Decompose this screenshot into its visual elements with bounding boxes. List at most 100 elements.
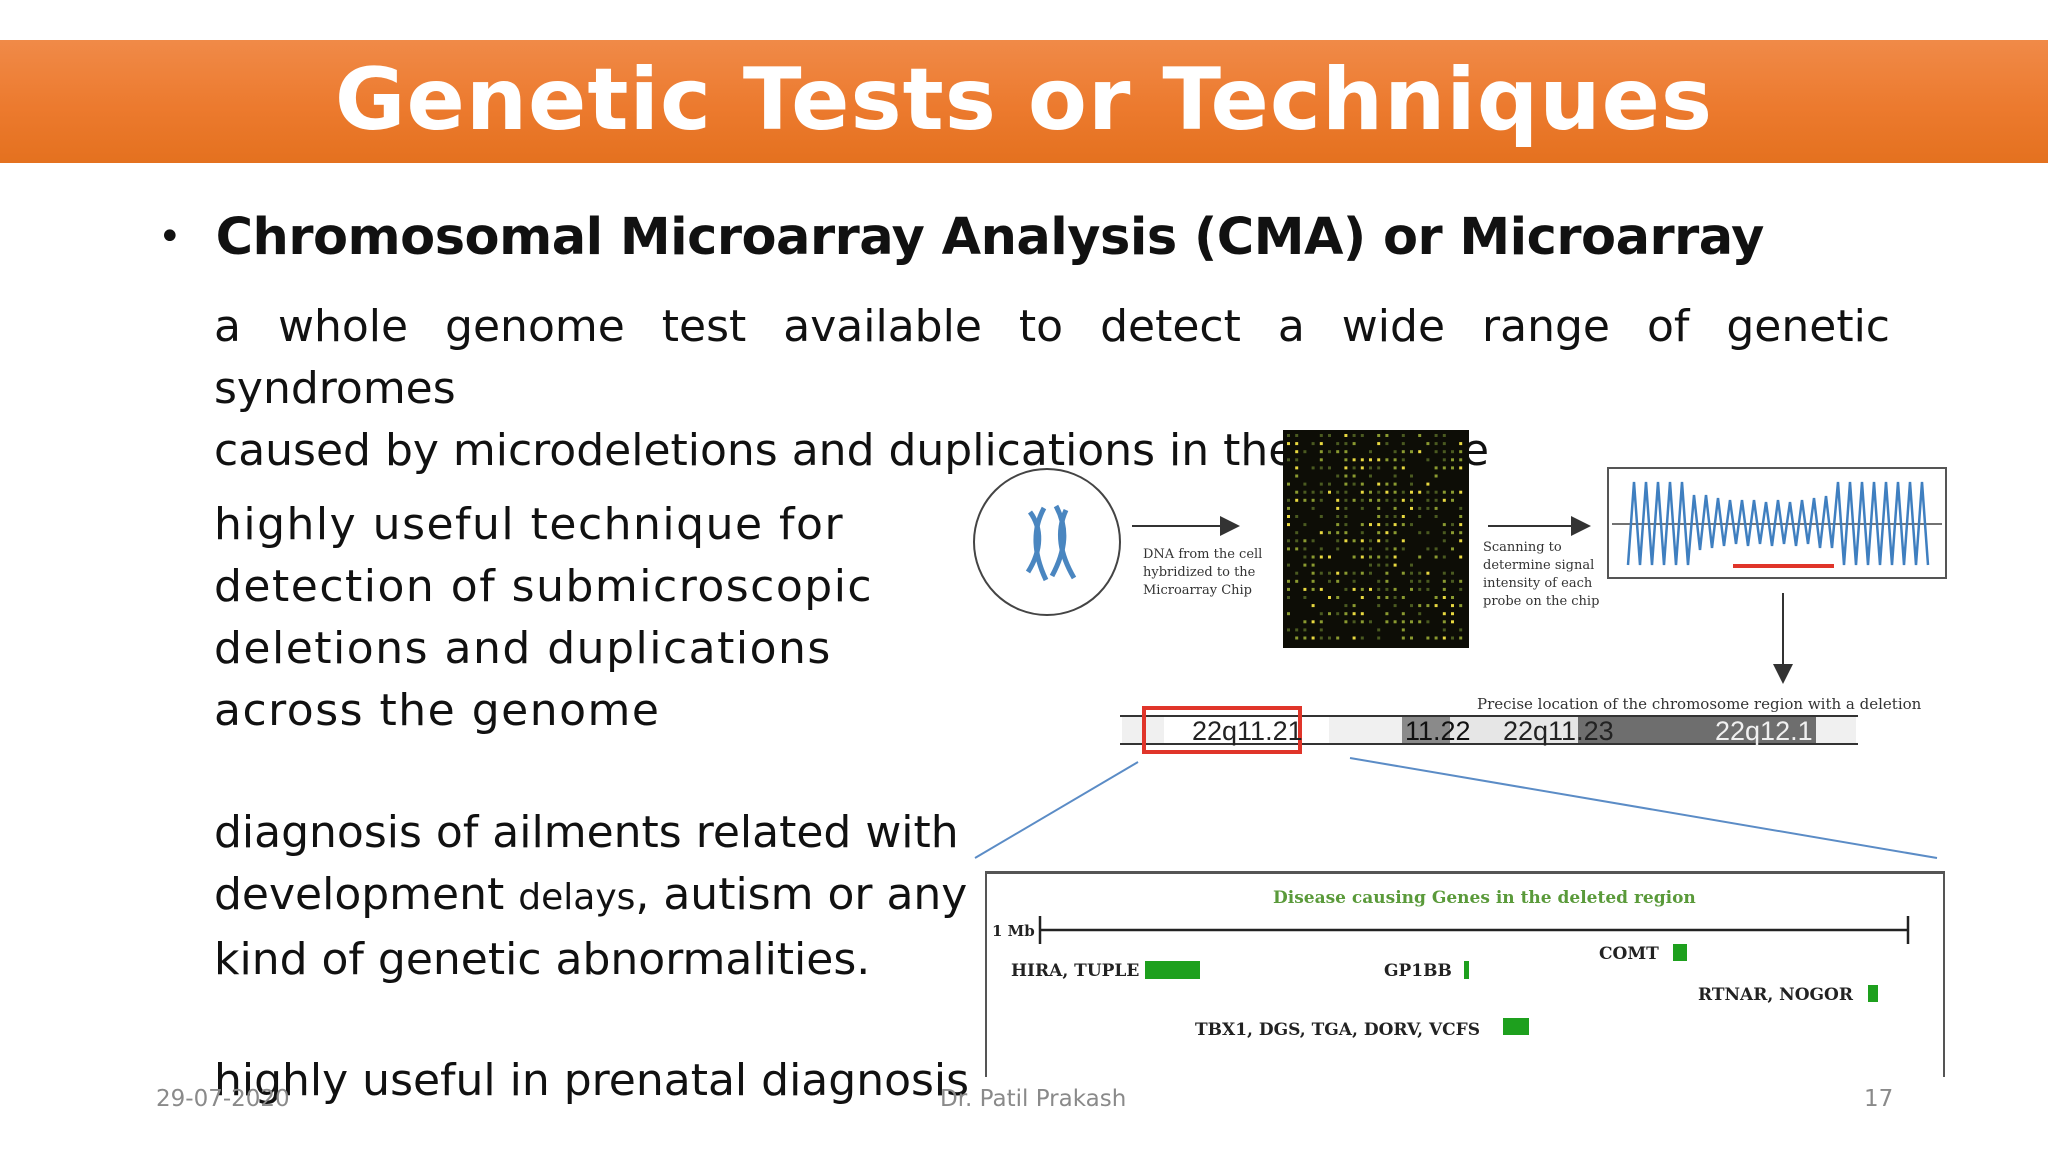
step2-label-line: determine signal bbox=[1483, 558, 1594, 573]
chip-spot bbox=[1385, 539, 1389, 543]
chip-spot bbox=[1377, 515, 1381, 518]
chip-spot bbox=[1385, 555, 1389, 559]
chip-spot bbox=[1319, 636, 1323, 640]
chip-spot bbox=[1328, 636, 1331, 640]
chip-spot bbox=[1360, 596, 1364, 599]
chip-spot bbox=[1393, 531, 1397, 535]
chip-spot bbox=[1426, 506, 1430, 510]
chip-spot bbox=[1311, 587, 1315, 591]
chip-spot bbox=[1451, 450, 1454, 454]
chip-spot bbox=[1319, 547, 1323, 551]
chip-spot bbox=[1442, 490, 1446, 494]
chip-spot bbox=[1295, 571, 1299, 575]
chip-spot bbox=[1459, 450, 1463, 454]
deleted-region-panel: Disease causing Genes in the deleted reg… bbox=[985, 871, 1945, 1077]
chip-spot bbox=[1311, 571, 1315, 575]
chip-spot bbox=[1311, 579, 1315, 583]
chip-spot bbox=[1295, 474, 1299, 478]
chip-spot bbox=[1336, 579, 1340, 583]
chip-spot bbox=[1393, 450, 1397, 454]
chip-spot bbox=[1344, 515, 1348, 518]
chip-spot bbox=[1426, 547, 1430, 551]
chip-spot bbox=[1303, 620, 1307, 624]
intro-paragraph: a whole genome test available to detect … bbox=[214, 296, 1890, 482]
chip-spot bbox=[1442, 587, 1446, 591]
chip-spot bbox=[1352, 636, 1356, 640]
chip-spot bbox=[1311, 539, 1315, 543]
chip-spot bbox=[1385, 523, 1389, 527]
chip-spot bbox=[1295, 498, 1299, 502]
chip-spot bbox=[1401, 612, 1405, 616]
chip-spot bbox=[1336, 547, 1340, 551]
chip-spot bbox=[1377, 596, 1381, 599]
chip-spot bbox=[1303, 555, 1307, 559]
chip-spot bbox=[1336, 515, 1340, 518]
chip-spot bbox=[1328, 571, 1331, 575]
chip-spot bbox=[1311, 604, 1315, 608]
band-label: 22q12.1 bbox=[1715, 716, 1813, 746]
step1-label-line: Microarray Chip bbox=[1143, 583, 1252, 598]
chip-spot bbox=[1360, 434, 1364, 437]
chip-spot bbox=[1442, 531, 1446, 535]
chip-spot bbox=[1418, 612, 1422, 616]
chip-spot bbox=[1377, 523, 1381, 527]
chip-spot bbox=[1410, 474, 1413, 478]
chip-spot bbox=[1385, 515, 1389, 518]
chip-spot bbox=[1385, 620, 1389, 624]
chip-spot bbox=[1369, 498, 1372, 502]
chip-spot bbox=[1311, 506, 1315, 510]
chip-spot bbox=[1426, 571, 1430, 575]
chip-spot bbox=[1295, 490, 1299, 494]
chip-spot bbox=[1377, 466, 1381, 470]
chip-spot bbox=[1451, 571, 1454, 575]
chip-spot bbox=[1459, 539, 1463, 543]
gene-marker bbox=[1464, 961, 1469, 979]
chip-spot bbox=[1344, 498, 1348, 502]
chip-spot bbox=[1434, 604, 1438, 608]
chip-spot bbox=[1287, 515, 1290, 518]
band-label: 22q11.23 bbox=[1503, 716, 1614, 746]
bullet-heading: Chromosomal Microarray Analysis (CMA) or… bbox=[215, 207, 1765, 267]
chip-spot bbox=[1344, 604, 1348, 608]
chip-spot bbox=[1418, 579, 1422, 583]
band-label: 22q11.21 bbox=[1192, 716, 1303, 746]
chip-spot bbox=[1287, 539, 1290, 543]
chip-spot bbox=[1377, 539, 1381, 543]
chip-spot bbox=[1410, 587, 1413, 591]
chip-spot bbox=[1442, 571, 1446, 575]
chip-spot bbox=[1410, 563, 1413, 567]
scale-label: 1 Mb bbox=[992, 922, 1035, 940]
chip-spot bbox=[1352, 620, 1356, 624]
chip-spot bbox=[1352, 539, 1356, 543]
chip-spot bbox=[1319, 620, 1323, 624]
chip-spot bbox=[1459, 555, 1463, 559]
chip-spot bbox=[1352, 482, 1356, 486]
chip-spot bbox=[1442, 539, 1446, 543]
chip-spot bbox=[1451, 458, 1454, 462]
chip-spot bbox=[1303, 628, 1307, 632]
chip-spot bbox=[1287, 458, 1290, 462]
chip-spot bbox=[1401, 458, 1405, 462]
chip-spot bbox=[1434, 442, 1438, 446]
chip-spot bbox=[1451, 523, 1454, 527]
chip-spot bbox=[1344, 506, 1348, 510]
chip-spot bbox=[1377, 442, 1381, 446]
chip-spot bbox=[1352, 434, 1356, 437]
chip-spot bbox=[1442, 636, 1446, 640]
title-bar: Genetic Tests or Techniques bbox=[0, 40, 2048, 163]
chip-spot bbox=[1442, 555, 1446, 559]
step2-label-line: probe on the chip bbox=[1483, 594, 1599, 609]
chip-spot bbox=[1328, 466, 1331, 470]
microarray-chip-image bbox=[1283, 430, 1469, 648]
chip-spot bbox=[1451, 579, 1454, 583]
chip-spot bbox=[1352, 587, 1356, 591]
chip-spot bbox=[1319, 612, 1323, 616]
chip-spot bbox=[1287, 506, 1290, 510]
chip-spot bbox=[1401, 628, 1405, 632]
zoom-panel-title: Disease causing Genes in the deleted reg… bbox=[1273, 888, 1696, 908]
zoom-line-right bbox=[1349, 757, 1938, 859]
chip-spot bbox=[1410, 506, 1413, 510]
footer-author: Dr. Patil Prakash bbox=[940, 1086, 1127, 1112]
chip-spot bbox=[1393, 515, 1397, 518]
chip-spot bbox=[1442, 523, 1446, 527]
